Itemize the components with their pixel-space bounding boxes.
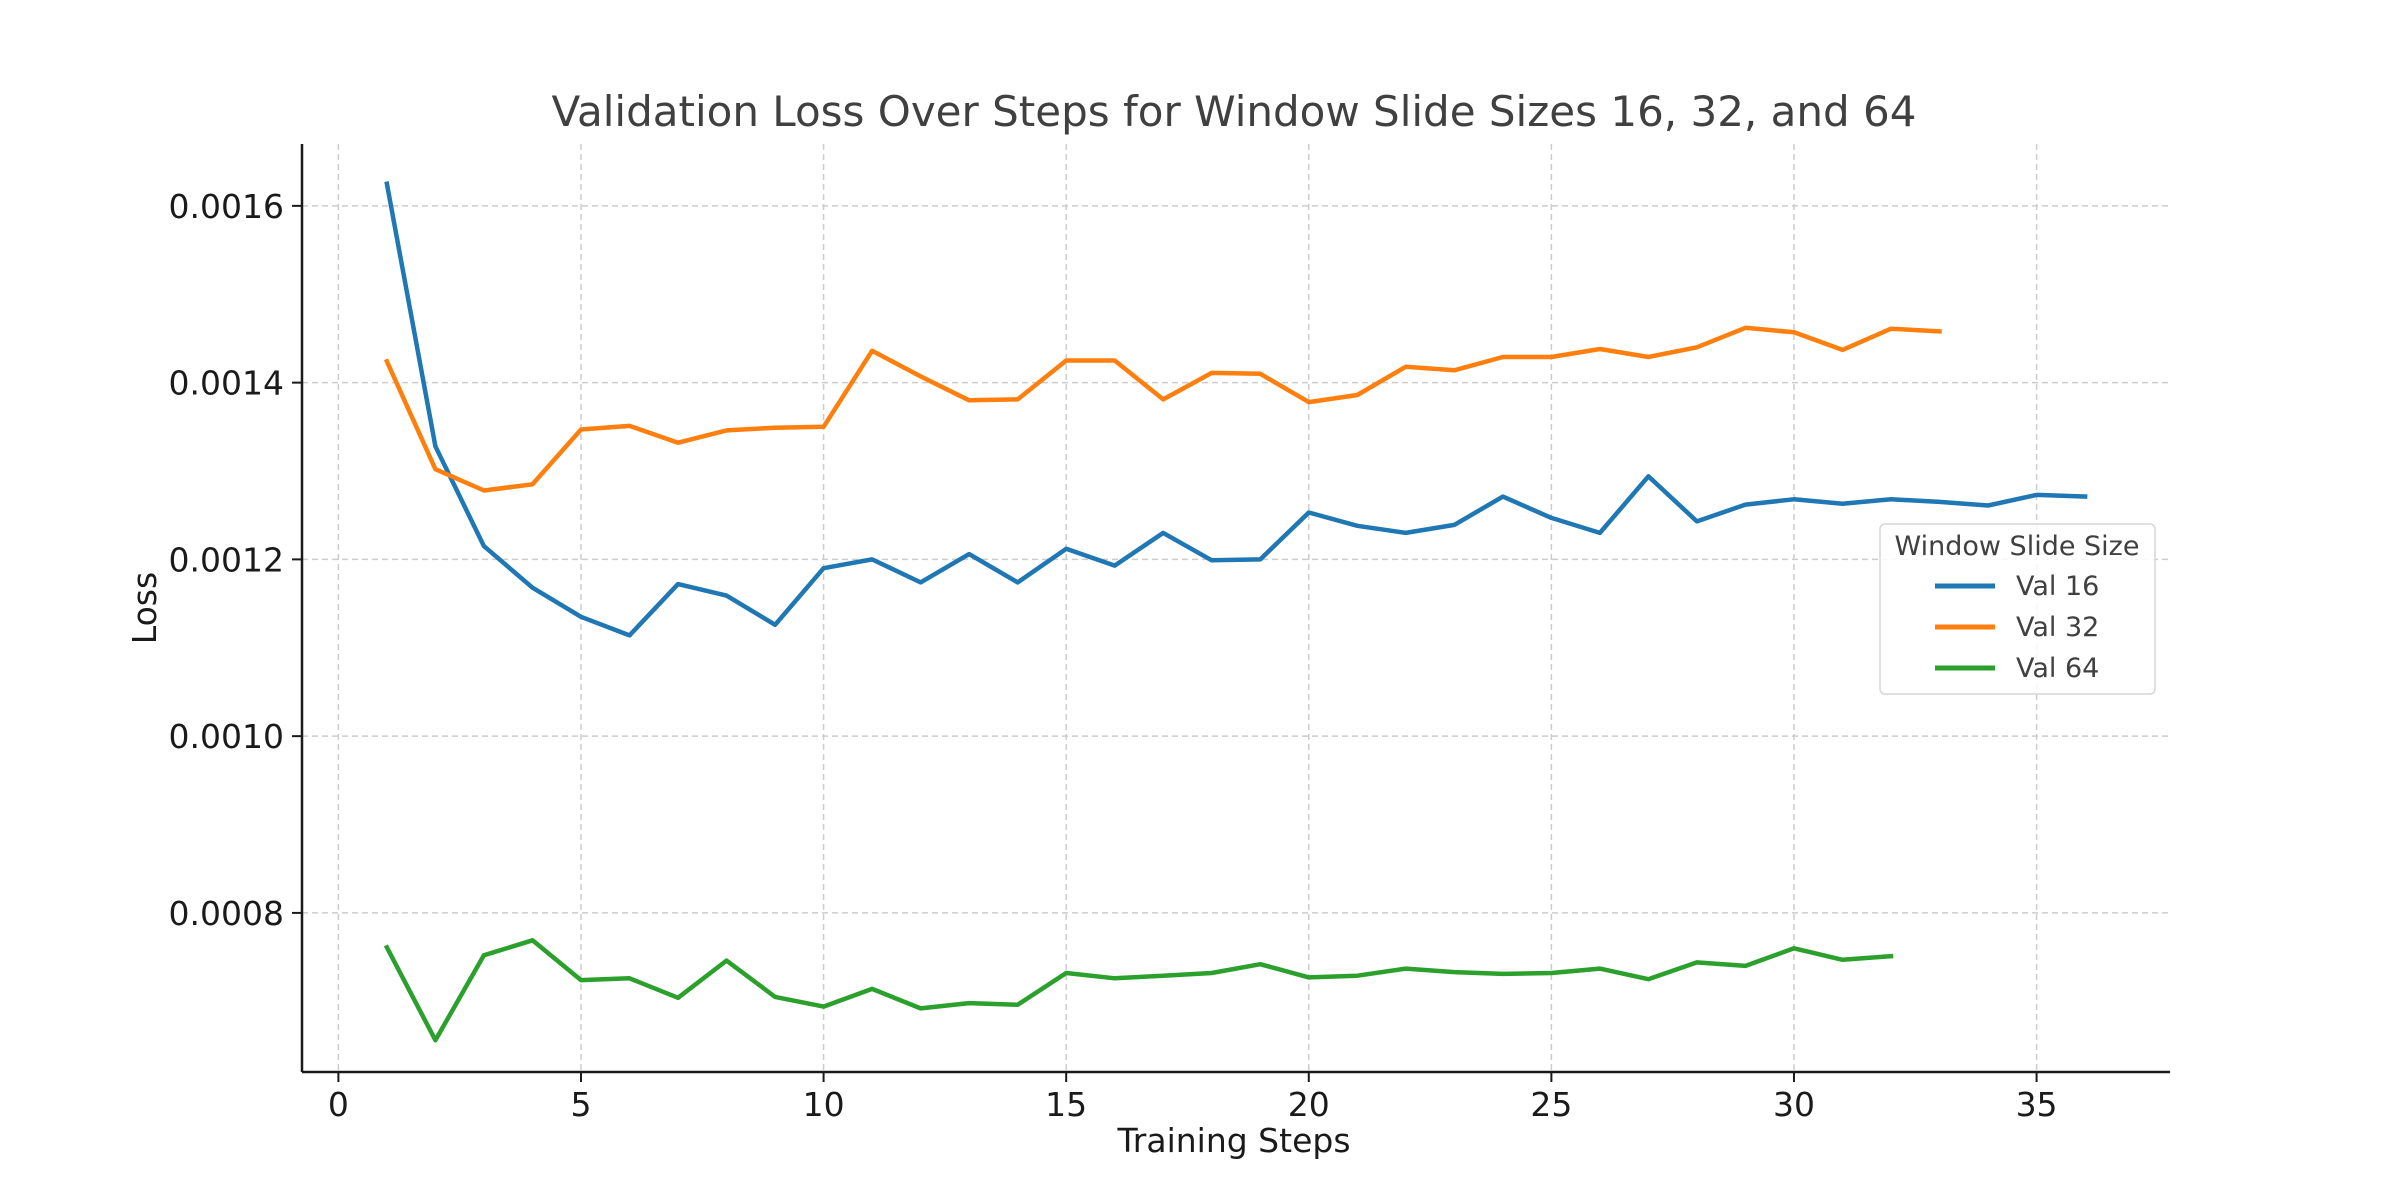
legend: Window Slide Size Val 16 Val 32 Val 64 — [1879, 523, 2156, 695]
series-line-val-64 — [383, 938, 1894, 1043]
chart-title: Validation Loss Over Steps for Window Sl… — [552, 87, 1917, 136]
x-tick-label: 20 — [1288, 1085, 1330, 1124]
x-tick-label: 25 — [1530, 1085, 1572, 1124]
y-tick-label: 0.0016 — [169, 187, 284, 226]
legend-label-val-64: Val 64 — [2016, 653, 2099, 684]
legend-title: Window Slide Size — [1895, 531, 2140, 562]
legend-label-val-16: Val 16 — [2016, 571, 2099, 602]
y-axis-label: Loss — [125, 572, 164, 644]
legend-box — [1879, 523, 2156, 695]
x-tick-label: 15 — [1045, 1085, 1087, 1124]
x-axis-ticks: 0 5 10 15 20 25 30 35 — [328, 1072, 2058, 1124]
legend-label-val-32: Val 32 — [2016, 612, 2099, 643]
series-line-val-16 — [384, 181, 2088, 638]
y-tick-label: 0.0014 — [169, 364, 284, 403]
series-lines — [383, 181, 2088, 1043]
y-tick-label: 0.0010 — [169, 717, 284, 756]
y-tick-label: 0.0008 — [169, 894, 284, 933]
x-axis-label: Training Steps — [1116, 1121, 1350, 1160]
legend-items: Val 16 Val 32 Val 64 — [1935, 571, 2099, 684]
x-tick-label: 30 — [1773, 1085, 1815, 1124]
y-tick-label: 0.0012 — [169, 540, 284, 579]
x-tick-label: 0 — [328, 1085, 349, 1124]
x-tick-label: 5 — [570, 1085, 591, 1124]
x-tick-label: 10 — [803, 1085, 845, 1124]
x-tick-label: 35 — [2016, 1085, 2058, 1124]
series-line-val-32 — [383, 325, 1942, 493]
y-axis-ticks: 0.0008 0.0010 0.0012 0.0014 0.0016 — [169, 187, 302, 933]
